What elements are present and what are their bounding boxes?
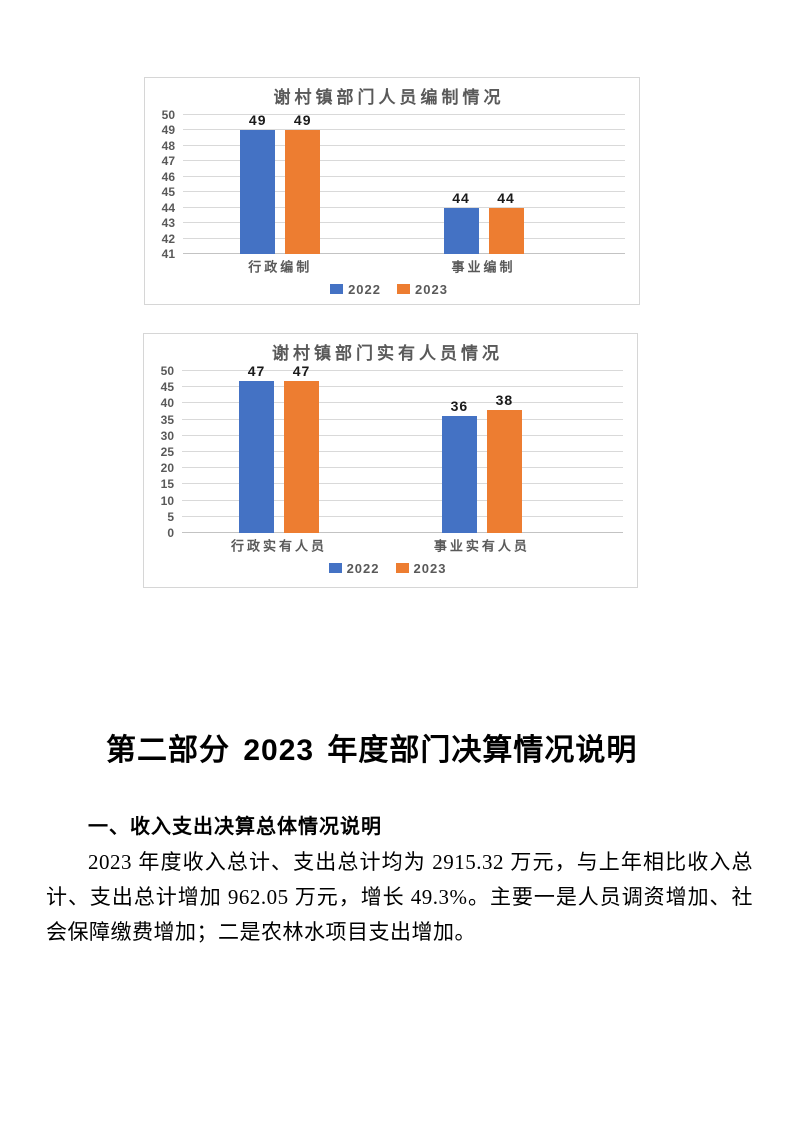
legend-swatch-2022 (330, 284, 344, 294)
legend-item: 2023 (395, 560, 447, 576)
y-tick-label: 50 (160, 364, 174, 378)
gridline (182, 370, 623, 371)
bar-group: 44 44 (391, 115, 577, 254)
gridline (182, 515, 623, 517)
y-tick-label: 25 (160, 445, 174, 459)
y-tick-label: 50 (161, 108, 175, 122)
plot-area: 47 47 36 38 (182, 364, 623, 533)
category-label: 事业实有人员 (433, 538, 530, 554)
gridline (182, 467, 623, 469)
y-tick-label: 15 (160, 477, 174, 492)
x-axis-labels: 行政实有人员 事业实有人员 (182, 533, 623, 557)
y-tick-label: 20 (160, 461, 174, 476)
category-label: 行政实有人员 (231, 538, 328, 554)
gridline (182, 418, 623, 420)
chart-actual-personnel: 谢村镇部门实有人员情况 0 5 10 15 20 25 30 35 40 45 50 47 47 36 3… (143, 333, 638, 588)
gridline (183, 237, 625, 239)
y-tick-label: 45 (160, 380, 174, 395)
legend-label: 2023 (415, 281, 448, 297)
legend-item: 2022 (328, 560, 380, 576)
data-label: 38 (495, 391, 514, 408)
gridline (183, 222, 625, 224)
x-axis-labels: 行政编制 事业编制 (183, 254, 625, 278)
y-tick-label: 5 (167, 509, 174, 524)
bar-2023: 49 (285, 113, 321, 254)
y-axis: 0 5 10 15 20 25 30 35 40 45 50 (152, 365, 182, 539)
gridline (182, 532, 623, 533)
gridline (182, 499, 623, 501)
gridline (183, 191, 625, 193)
legend-item: 2023 (397, 282, 448, 297)
legend-swatch-2023 (397, 284, 410, 294)
bar-group: 36 38 (389, 371, 574, 533)
data-label: 47 (292, 362, 311, 379)
data-label: 44 (452, 189, 470, 206)
bar-group: 47 47 (186, 364, 371, 533)
y-tick-label: 45 (161, 185, 175, 200)
bar-2022: 44 (443, 191, 479, 254)
y-tick-label: 44 (161, 200, 175, 215)
y-tick-label: 41 (161, 247, 175, 261)
legend-item: 2022 (330, 282, 381, 297)
plot-area: 49 49 44 44 (183, 113, 625, 254)
bar-2023: 47 (284, 364, 320, 533)
chart-title: 谢村镇部门实有人员情况 (272, 344, 503, 363)
bar-2022: 36 (441, 399, 477, 533)
data-label: 47 (247, 362, 266, 379)
gridline (183, 253, 625, 254)
gridline (183, 175, 625, 177)
y-tick-label: 10 (160, 493, 174, 508)
y-tick-label: 40 (160, 396, 174, 411)
data-label: 44 (497, 189, 515, 206)
data-label: 49 (248, 112, 267, 129)
y-tick-label: 46 (161, 169, 175, 184)
body-paragraph: 2023 年度收入总计、支出总计均为 2915.32 万元，与上年相比收入总计、… (46, 850, 753, 944)
legend-label: 2023 (413, 560, 447, 576)
section-heading: 第二部分 2023 年度部门决算情况说明 (106, 734, 638, 767)
gridline (183, 144, 625, 146)
category-label: 行政编制 (248, 259, 313, 275)
y-tick-label: 30 (160, 428, 174, 443)
gridline (183, 206, 625, 208)
legend-swatch-2023 (395, 563, 409, 573)
gridline (183, 160, 625, 162)
y-tick-label: 47 (161, 154, 175, 169)
bar-2022: 49 (240, 113, 276, 254)
gridline (182, 451, 623, 452)
y-tick-label: 0 (167, 526, 174, 540)
legend-label: 2022 (348, 281, 381, 297)
y-tick-label: 49 (161, 123, 175, 138)
bar-2022: 47 (239, 364, 275, 533)
y-tick-label: 48 (161, 138, 175, 153)
gridline (182, 386, 623, 388)
chart-personnel-establishment: 谢村镇部门人员编制情况 41 42 43 44 45 46 47 48 49 50 49 49 44 4… (144, 77, 640, 305)
bar-2023: 38 (486, 393, 522, 533)
y-tick-label: 42 (161, 231, 175, 246)
chart-body: 41 42 43 44 45 46 47 48 49 50 49 49 44 44 (153, 109, 625, 260)
y-axis: 41 42 43 44 45 46 47 48 49 50 (153, 109, 183, 260)
chart-legend: 2022 2023 (152, 557, 623, 579)
legend-label: 2022 (346, 560, 380, 576)
gridline (183, 114, 625, 115)
gridline (182, 483, 623, 485)
y-tick-label: 35 (160, 412, 174, 427)
chart-title: 谢村镇部门人员编制情况 (273, 88, 505, 107)
gridline (183, 129, 625, 131)
legend-swatch-2022 (328, 563, 342, 573)
category-label: 事业编制 (451, 259, 516, 275)
bar-2023: 44 (488, 191, 524, 254)
data-label: 49 (293, 112, 312, 129)
bar-group: 49 49 (187, 113, 373, 254)
y-tick-label: 43 (161, 216, 175, 231)
gridline (182, 434, 623, 436)
data-label: 36 (450, 398, 469, 415)
chart-body: 0 5 10 15 20 25 30 35 40 45 50 47 47 36 38 (152, 364, 623, 539)
subsection-heading: 一、收入支出决算总体情况说明 (88, 816, 382, 838)
chart-legend: 2022 2023 (153, 278, 625, 300)
gridline (182, 402, 623, 404)
